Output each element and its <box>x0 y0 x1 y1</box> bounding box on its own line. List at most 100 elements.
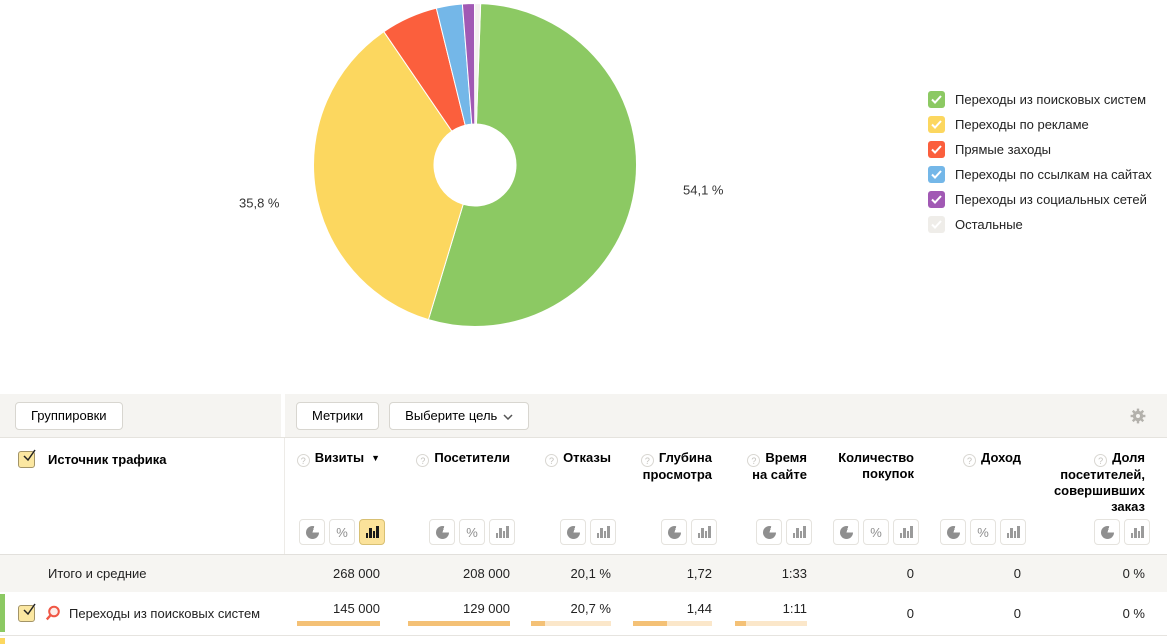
metrics-button[interactable]: Метрики <box>296 401 380 430</box>
cell-mini-bar <box>531 621 611 626</box>
row-checkbox[interactable] <box>18 603 36 622</box>
bars-mode-icon <box>1006 526 1020 538</box>
pie-mode-icon <box>305 525 319 539</box>
row-metric-cell: 0 % <box>1122 606 1145 621</box>
display-mode-button-bars[interactable] <box>590 519 616 545</box>
help-icon[interactable]: ? <box>1094 454 1108 467</box>
help-icon[interactable]: ? <box>296 454 310 467</box>
metric-header-label[interactable]: ? Глубина просмотра <box>640 450 712 482</box>
pie-mode-icon <box>946 525 960 539</box>
bars-mode-icon <box>596 526 610 538</box>
bars-mode-icon <box>697 526 711 538</box>
toolbar-right-panel: Метрики Выберите цель <box>285 394 1167 437</box>
metric-column-header: ? Доля посетителей, совершивших заказ <box>1021 438 1150 554</box>
legend-item[interactable]: Прямые заходы <box>928 141 1152 158</box>
table-header-row: Источник трафика ? Визиты ▼%? Посетители%? О… <box>0 438 1167 555</box>
help-icon[interactable]: ? <box>640 454 654 467</box>
metric-header-label[interactable]: ? Доход <box>963 450 1021 467</box>
legend-checkbox[interactable] <box>928 141 945 158</box>
pie-slice[interactable] <box>313 30 464 321</box>
totals-row: Итого и средние 268 000 208 000 20,1 % 1,72… <box>0 555 1167 592</box>
row-color-strip <box>0 594 5 632</box>
display-mode-button-bars[interactable] <box>1124 519 1150 545</box>
display-mode-button-bars[interactable] <box>489 519 515 545</box>
totals-row-label: Итого и средние <box>48 566 147 581</box>
display-mode-button-pie[interactable] <box>833 519 859 545</box>
totals-cell: 1:33 <box>781 566 807 581</box>
select-goal-button[interactable]: Выберите цель <box>389 401 530 430</box>
display-mode-button-percent[interactable]: % <box>863 519 889 545</box>
legend-checkbox[interactable] <box>928 91 945 108</box>
metric-header-label[interactable]: ? Отказы <box>545 450 611 467</box>
legend-item[interactable]: Переходы из социальных сетей <box>928 191 1152 208</box>
select-all-checkbox[interactable] <box>18 449 36 468</box>
display-mode-button-bars[interactable] <box>691 519 717 545</box>
row-metric-cell: 0 <box>906 606 914 621</box>
row-dimension-cell: Переходы из поисковых систем <box>0 592 285 635</box>
metric-header-label[interactable]: ? Время на сайте <box>747 450 807 483</box>
display-mode-button-pie[interactable] <box>1094 519 1120 545</box>
display-mode-button-pie[interactable] <box>429 519 455 545</box>
legend-item[interactable]: Остальные <box>928 216 1152 233</box>
legend-checkbox[interactable] <box>928 216 945 233</box>
groupings-button[interactable]: Группировки <box>15 401 123 430</box>
dimension-header-label: Источник трафика <box>48 452 167 467</box>
metric-column-header: ? Глубина просмотра <box>611 438 717 554</box>
legend-checkbox[interactable] <box>928 116 945 133</box>
metric-header-label[interactable]: ? Посетители <box>416 450 510 467</box>
percent-mode-icon: % <box>870 524 882 540</box>
row-metric-cell: 145 000 <box>285 592 380 635</box>
metric-header-label[interactable]: ? Доля посетителей, совершивших заказ <box>1053 450 1145 514</box>
search-magnifier-icon <box>44 605 61 622</box>
legend-checkbox[interactable] <box>928 191 945 208</box>
display-mode-button-pie[interactable] <box>940 519 966 545</box>
metric-header-label[interactable]: Количество покупок <box>838 450 914 481</box>
totals-cell: 208 000 <box>463 566 510 581</box>
legend-label: Переходы по ссылкам на сайтах <box>955 167 1152 182</box>
display-mode-button-bars[interactable] <box>359 519 385 545</box>
pie-slice[interactable] <box>427 3 637 327</box>
display-mode-button-pie[interactable] <box>560 519 586 545</box>
display-mode-button-percent[interactable]: % <box>459 519 485 545</box>
legend-label: Переходы из поисковых систем <box>955 92 1147 107</box>
donut-chart[interactable] <box>312 2 638 328</box>
row-label[interactable]: Переходы из поисковых систем <box>69 606 261 621</box>
display-mode-button-pie[interactable] <box>299 519 325 545</box>
settings-gear-icon[interactable] <box>1130 408 1146 424</box>
legend-label: Остальные <box>955 217 1023 232</box>
help-icon[interactable]: ? <box>963 454 977 467</box>
chart-pct-label-search: 54,1 % <box>683 182 724 198</box>
totals-cell: 20,1 % <box>570 566 611 581</box>
percent-mode-icon: % <box>977 524 989 540</box>
metric-column-header: ? Доход% <box>914 438 1026 554</box>
display-mode-button-percent[interactable]: % <box>970 519 996 545</box>
cell-mini-bar <box>408 621 510 626</box>
help-icon[interactable]: ? <box>416 454 430 467</box>
legend-checkbox[interactable] <box>928 166 945 183</box>
display-mode-button-bars[interactable] <box>786 519 812 545</box>
metric-column-header: ? Посетители% <box>380 438 515 554</box>
display-mode-button-bars[interactable] <box>1000 519 1026 545</box>
display-mode-group <box>560 519 616 545</box>
chevron-down-icon <box>503 408 513 423</box>
metric-header-label[interactable]: ? Визиты ▼ <box>296 450 380 467</box>
help-icon[interactable]: ? <box>747 454 761 467</box>
help-icon[interactable]: ? <box>545 454 559 467</box>
display-mode-button-percent[interactable]: % <box>329 519 355 545</box>
metric-column-header: Количество покупок% <box>807 438 919 554</box>
dimension-header-cell: Источник трафика <box>0 438 285 554</box>
pie-mode-icon <box>839 525 853 539</box>
display-mode-button-bars[interactable] <box>893 519 919 545</box>
legend-label: Прямые заходы <box>955 142 1052 157</box>
pie-slice[interactable] <box>474 3 482 125</box>
row-metric-cell: 129 000 <box>380 592 510 635</box>
legend-item[interactable]: Переходы по рекламе <box>928 116 1152 133</box>
legend-item[interactable]: Переходы из поисковых систем <box>928 91 1152 108</box>
legend-item[interactable]: Переходы по ссылкам на сайтах <box>928 166 1152 183</box>
percent-mode-icon: % <box>466 524 478 540</box>
table-row[interactable]: Переходы из поисковых систем 145 000 129 … <box>0 592 1167 636</box>
display-mode-button-pie[interactable] <box>661 519 687 545</box>
bars-mode-icon <box>1130 526 1144 538</box>
bars-mode-icon <box>899 526 913 538</box>
display-mode-button-pie[interactable] <box>756 519 782 545</box>
